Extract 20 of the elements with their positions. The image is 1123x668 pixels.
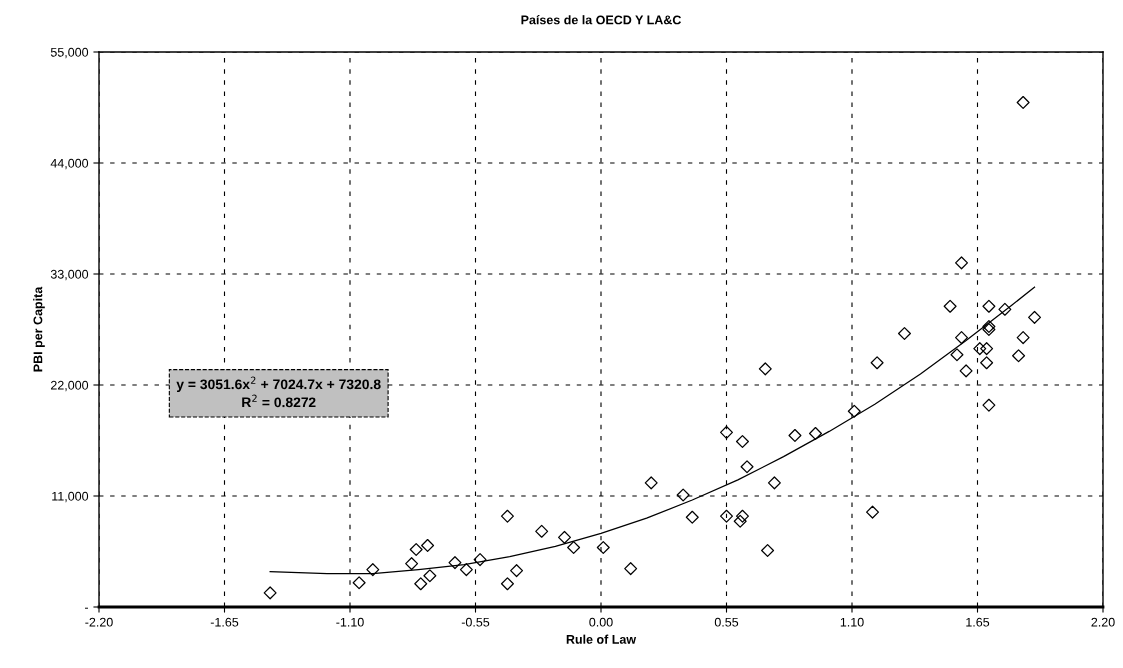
- x-axis-title: Rule of Law: [566, 634, 637, 644]
- x-tick-label: -2.20: [85, 617, 113, 627]
- x-tick-label: 1.10: [840, 617, 864, 627]
- annotation: R$^{2}$ = 0.8272: [242, 394, 316, 408]
- x-tick-label: 2.20: [1091, 617, 1115, 627]
- x-tick-label: -0.55: [461, 617, 490, 627]
- x-tick-label: 0.55: [714, 617, 739, 627]
- y-tick-label: 11,000: [52, 491, 89, 503]
- y-tick-label: 22,000: [50, 380, 89, 392]
- y-tick-label: -: [84, 607, 89, 609]
- x-tick-label: -1.10: [336, 617, 364, 627]
- x-tick-label: -1.65: [210, 617, 239, 627]
- y-tick-label: 55,000: [50, 47, 89, 59]
- x-tick-label: 0.00: [589, 617, 613, 627]
- annotation: y = 3051.6x$^{2}$ + 7024.7x + 7320.8: [176, 376, 381, 392]
- x-tick-label: 1.65: [966, 617, 990, 627]
- y-tick-label: 44,000: [50, 158, 89, 170]
- chart-title: Países de la OECD Y LA&C: [521, 15, 682, 25]
- y-tick-label: 33,000: [50, 269, 89, 281]
- y-axis-title: PBI per Capita: [33, 286, 45, 372]
